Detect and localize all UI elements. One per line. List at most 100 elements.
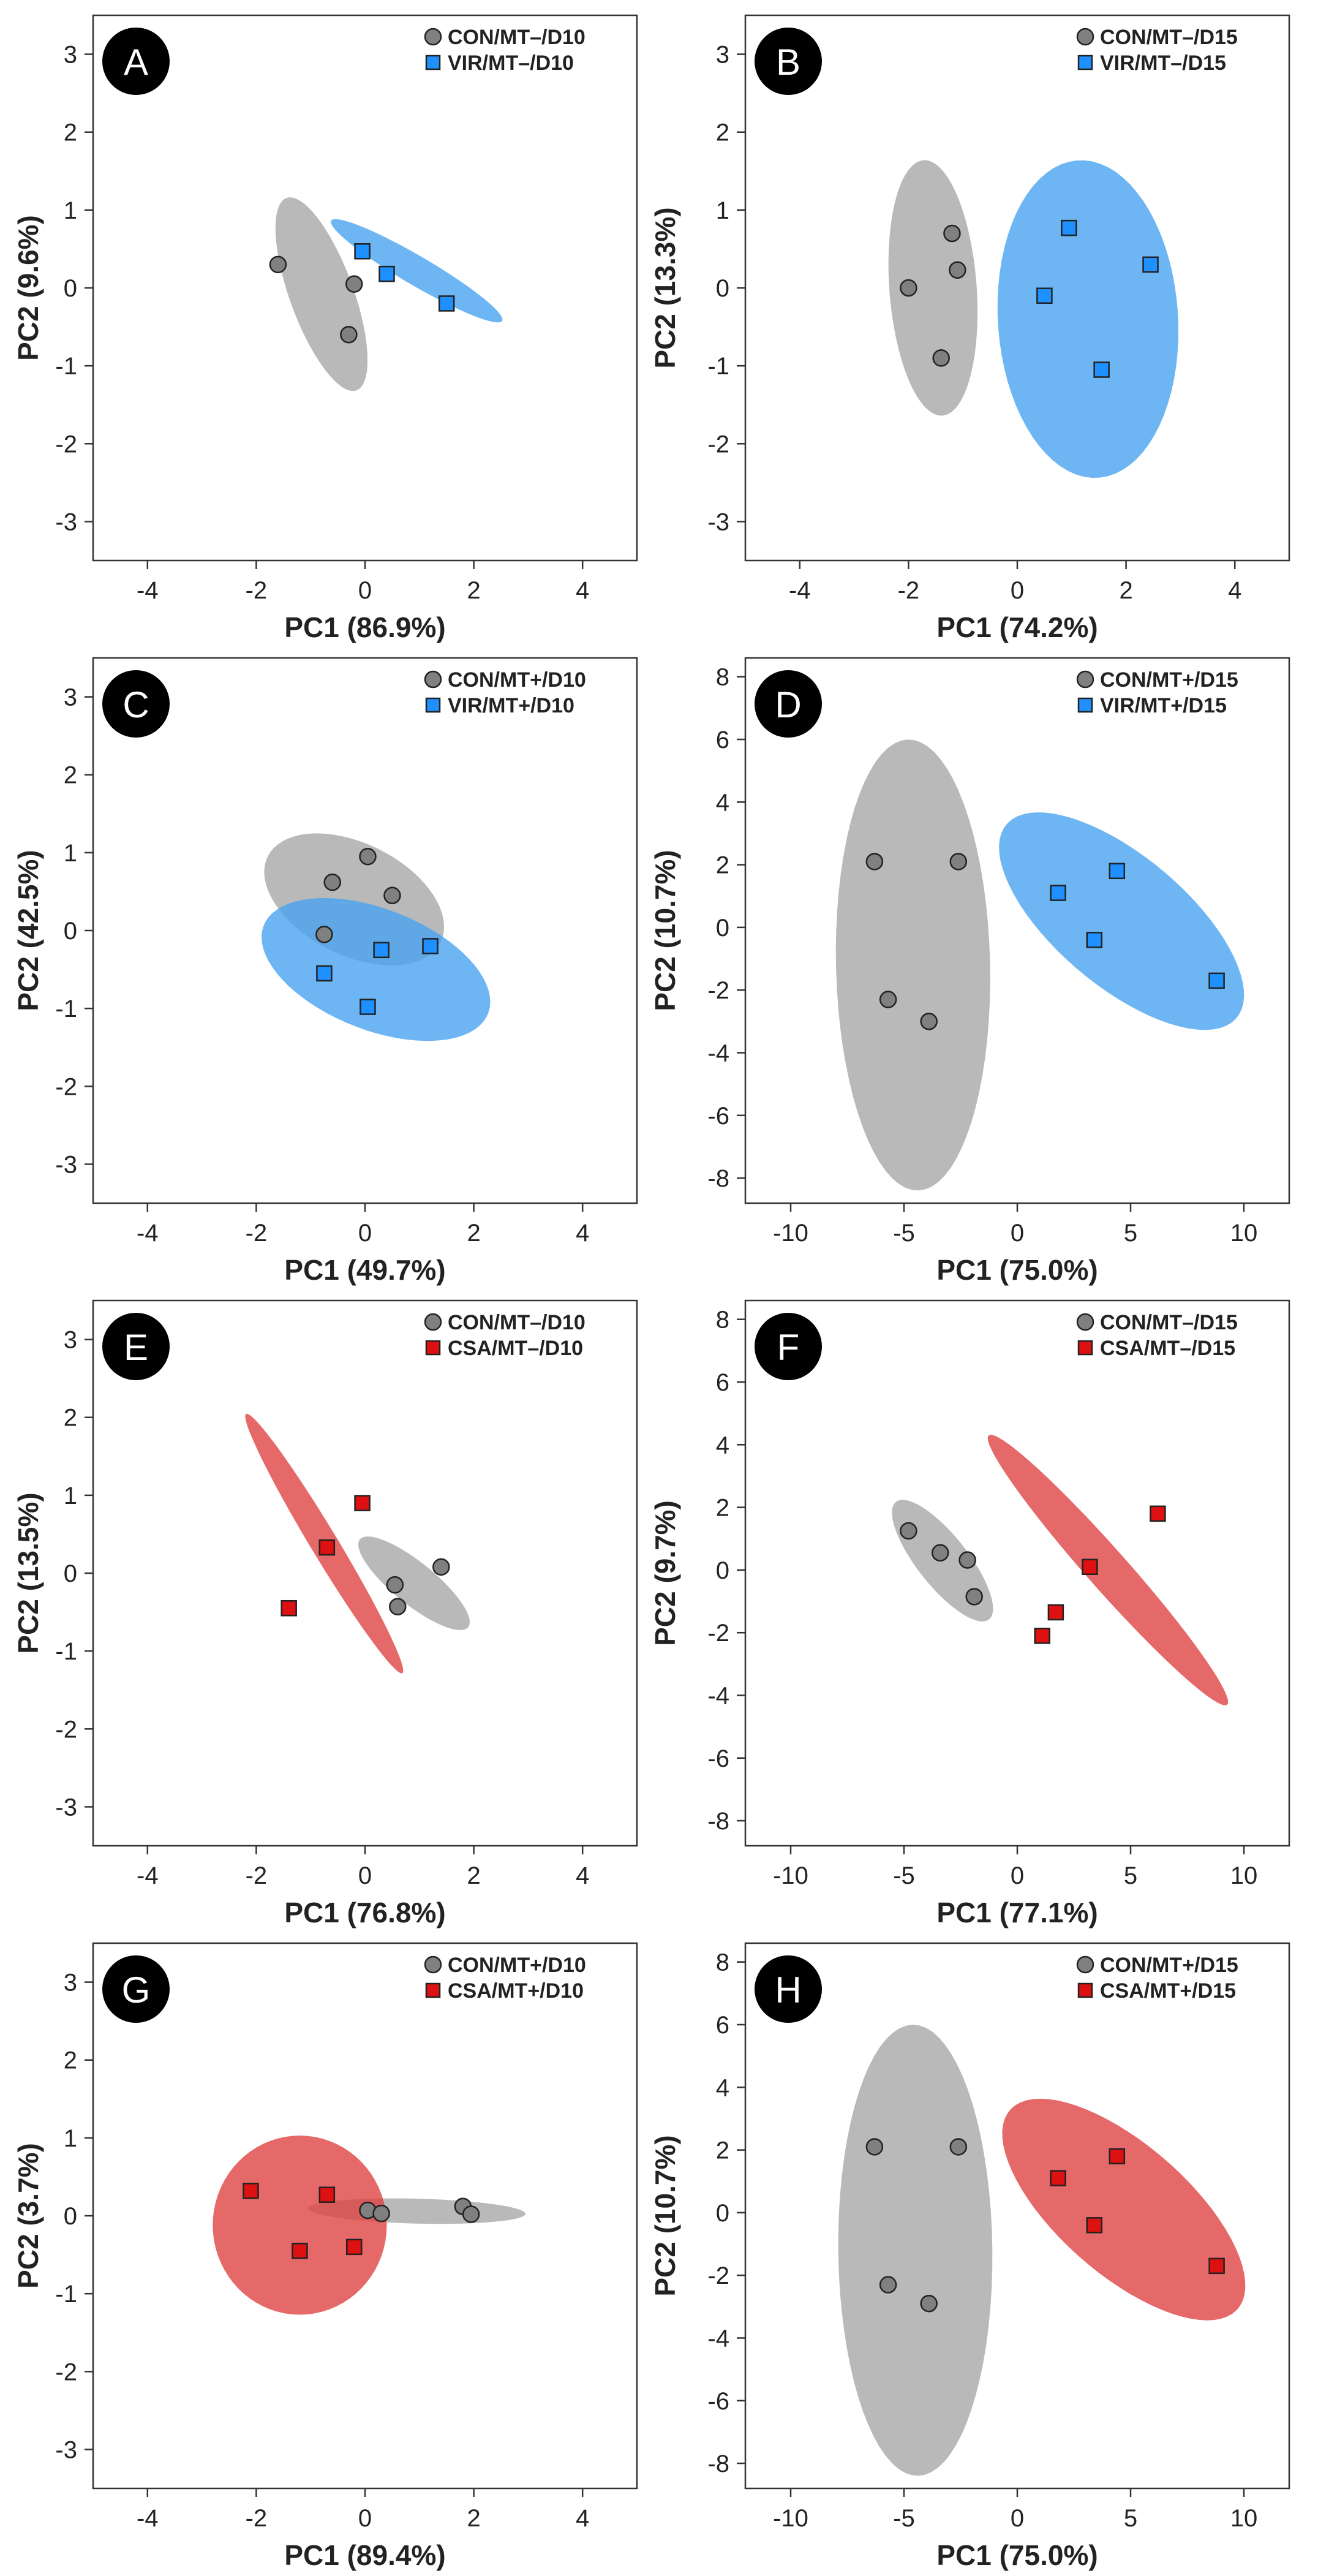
confidence-ellipse-a-2 [331,219,503,323]
legend-marker [1077,1340,1093,1356]
y-tick-label: 8 [716,1949,729,1976]
y-tick-label: -6 [707,1745,729,1772]
x-tick-label: 5 [1124,2505,1137,2532]
panel-badge [102,1313,170,1380]
y-tick-label: 0 [716,915,729,942]
legend-marker [425,697,441,713]
y-tick-label: -3 [707,508,729,535]
panel-badge [755,1955,822,2023]
data-point-csa [318,1539,336,1556]
panel-badge [755,1313,822,1380]
data-point-con [965,1588,983,1606]
panel-label: F [777,1327,800,1368]
x-tick-label: -2 [246,1862,268,1889]
data-point-con [462,2205,480,2223]
panel-label: D [775,684,801,725]
data-point-con [372,2204,390,2223]
y-tick-label: 3 [64,684,77,711]
x-tick-label: -2 [898,577,920,604]
y-tick-label: 3 [64,42,77,69]
x-axis-title: PC1 (74.2%) [936,611,1098,643]
x-axis-title: PC1 (89.4%) [284,2539,445,2571]
legend-marker [1076,1313,1094,1331]
y-tick-label: -2 [707,2262,729,2289]
data-point-csa [1082,1558,1098,1576]
legend-label: CON/MT+/D10 [448,668,586,692]
x-tick-label: 0 [358,577,372,604]
y-tick-label: -4 [707,2325,729,2352]
x-tick-label: 2 [1119,577,1132,604]
panel-a: -4 -2 0 2 4 -3 -2 -1 0 1 2 3 PC1 (86.9%) PC2 (9.6%) A C… [12,14,638,643]
data-point-vir [1050,885,1066,901]
panel-badge [755,28,822,95]
data-point-con [345,275,363,293]
legend-marker [1076,1955,1094,1974]
x-tick-label: 2 [467,577,480,604]
y-axis-title: PC2 (13.5%) [12,1492,44,1653]
y-tick-label: 2 [716,1495,729,1522]
panel-label: H [775,1970,801,2011]
x-tick-label: -10 [773,1862,808,1889]
x-tick-label: -2 [246,577,268,604]
data-point-csa [354,1495,371,1511]
x-tick-label: 4 [576,577,589,604]
legend-label: CON/MT+/D10 [448,1954,586,1977]
legend-label: CON/MT–/D10 [448,26,586,49]
x-tick-label: 2 [467,1862,480,1889]
y-tick-label: -1 [55,353,77,380]
y-tick-label: 6 [716,1369,729,1396]
data-point-vir [354,243,371,260]
data-point-vir [1061,219,1077,236]
y-tick-label: 0 [716,275,729,302]
x-tick-label: -4 [789,577,811,604]
data-point-csa [1150,1505,1166,1522]
y-tick-label: 6 [716,2012,729,2039]
data-point-con [386,1576,404,1594]
data-point-csa [1047,1604,1064,1621]
data-point-con [865,853,884,871]
y-tick-label: -3 [55,508,77,535]
x-tick-label: 4 [576,2505,589,2532]
panel-badge [755,670,822,738]
y-tick-label: 0 [716,1557,729,1584]
data-point-csa [1208,2257,1225,2275]
y-tick-label: -1 [55,1638,77,1665]
x-axis-title: PC1 (49.7%) [284,1254,445,1286]
legend-label: CON/MT–/D15 [1100,1311,1238,1334]
data-point-con [949,261,966,279]
data-point-con [432,1558,450,1576]
data-point-csa [1109,2148,1126,2165]
y-tick-label: -3 [55,1794,77,1821]
data-point-con [315,926,333,943]
data-point-vir [1036,287,1053,304]
confidence-ellipse-e-1 [358,1536,470,1630]
confidence-ellipse-d-2 [999,812,1245,1030]
y-axis-title: PC2 (9.6%) [12,215,44,361]
panel-b: -4 -2 0 2 4 -3 -2 -1 0 1 2 3 PC1 (74.2%) PC2 (13.3%) B… [649,14,1290,643]
x-tick-label: 4 [576,1220,589,1247]
panel-badge [102,1955,170,2023]
y-tick-label: -2 [707,977,729,1004]
legend-marker [425,1340,441,1356]
data-point-con [879,2276,897,2294]
y-tick-label: 8 [716,664,729,691]
x-tick-label: -2 [246,1220,268,1247]
legend-marker [1077,1982,1093,1998]
panel-badge [102,28,170,95]
x-axis-title: PC1 (76.8%) [284,1897,445,1928]
y-axis-title: PC2 (10.7%) [649,2135,681,2296]
x-tick-label: 0 [1011,1862,1024,1889]
y-axis-title: PC2 (9.7%) [649,1500,681,1646]
data-point-vir [1109,863,1126,880]
confidence-ellipse-a-1 [275,197,368,391]
y-tick-label: -6 [707,2388,729,2415]
y-tick-label: 2 [716,852,729,879]
x-axis-title: PC1 (86.9%) [284,611,445,643]
data-point-con [879,991,897,1008]
y-tick-label: 2 [64,2047,77,2074]
x-tick-label: 5 [1124,1862,1137,1889]
data-point-vir [422,938,439,954]
legend-marker [1077,55,1093,70]
panel-label: E [124,1327,148,1368]
x-tick-label: 0 [1011,2505,1024,2532]
